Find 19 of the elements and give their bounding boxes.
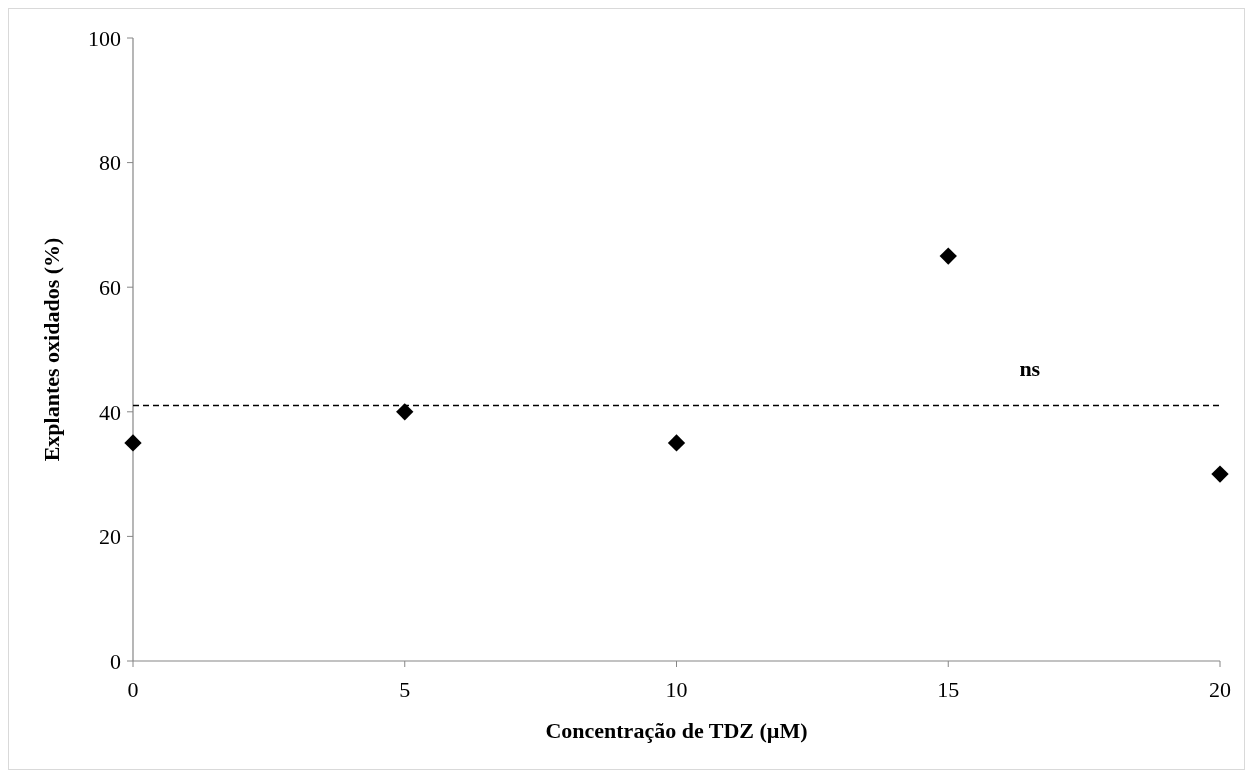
x-tick-label: 20 (1209, 677, 1231, 702)
point (396, 403, 414, 421)
x-axis-title: Concentração de TDZ (µM) (545, 718, 808, 743)
point (1211, 465, 1229, 483)
y-tick-label: 60 (99, 274, 121, 300)
annotation: ns (1019, 355, 1041, 381)
y-tick-label: 0 (110, 648, 121, 674)
x-tick-label: 0 (127, 677, 139, 702)
x-tick-label: 10 (665, 677, 688, 702)
x-tick-label: 5 (399, 677, 411, 702)
y-tick-label: 80 (99, 150, 121, 176)
y-tick-label: 20 (99, 524, 121, 550)
point (667, 434, 686, 452)
y-tick-label: 40 (99, 399, 121, 425)
point (124, 434, 142, 452)
point (939, 247, 957, 265)
y-axis-title: Explantes oxidados (%) (39, 237, 64, 462)
x-tick-label: 15 (937, 677, 960, 702)
y-tick-label: 100 (88, 25, 121, 51)
